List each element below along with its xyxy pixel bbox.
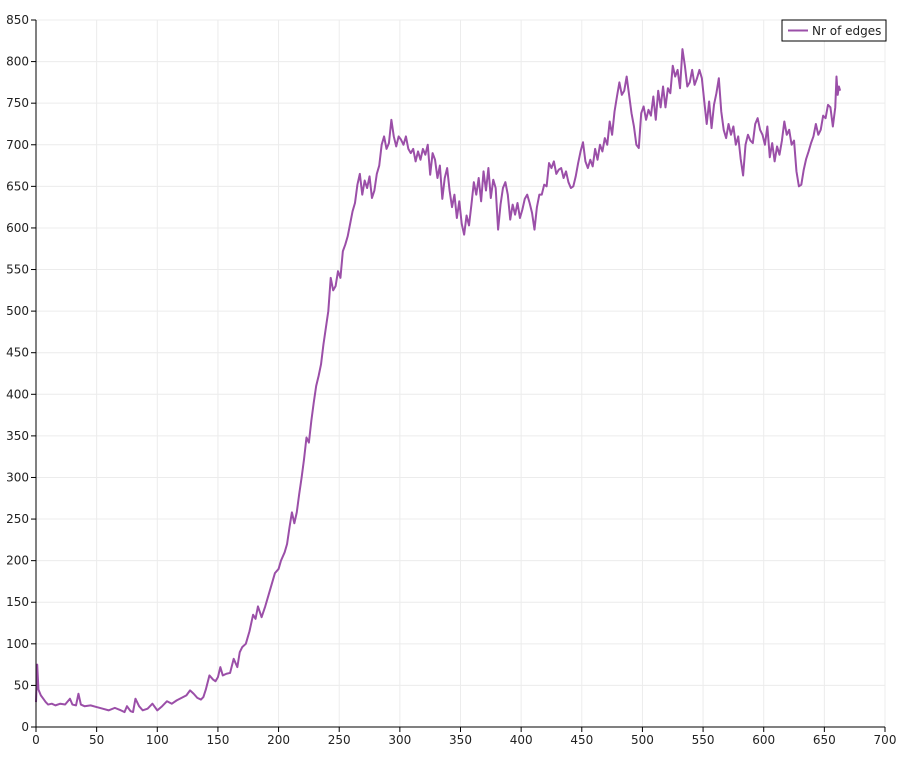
y-tick-label: 100 (6, 637, 29, 651)
y-tick-label: 150 (6, 595, 29, 609)
x-tick-label: 700 (874, 733, 897, 747)
axes: 0 50 100 150 200 250 300 350 400 450 500 550 600 650 7… (6, 13, 896, 747)
x-tick-label: 200 (267, 733, 290, 747)
y-tick-label: 650 (6, 179, 29, 193)
x-tick-label: 600 (752, 733, 775, 747)
y-tick-label: 50 (14, 678, 29, 692)
x-tick-label: 100 (146, 733, 169, 747)
y-tick-label: 300 (6, 470, 29, 484)
y-tick-label: 200 (6, 554, 29, 568)
x-tick-label: 550 (692, 733, 715, 747)
x-tick-label: 0 (32, 733, 40, 747)
y-tick-label: 0 (21, 720, 29, 734)
x-tick-label: 150 (206, 733, 229, 747)
y-tick-label: 600 (6, 221, 29, 235)
y-tick-label: 400 (6, 387, 29, 401)
x-tick-label: 350 (449, 733, 472, 747)
y-tick-label: 800 (6, 55, 29, 69)
x-tick-label: 400 (510, 733, 533, 747)
grid (35, 19, 886, 728)
y-tick-label: 750 (6, 96, 29, 110)
legend-label: Nr of edges (812, 24, 881, 38)
x-tick-label: 300 (388, 733, 411, 747)
y-tick-label: 550 (6, 263, 29, 277)
x-tick-label: 500 (631, 733, 654, 747)
y-tick-label: 850 (6, 13, 29, 27)
series-layer (35, 48, 842, 714)
x-tick-label: 50 (89, 733, 104, 747)
y-tick-label: 250 (6, 512, 29, 526)
x-tick-label: 250 (328, 733, 351, 747)
series-line-0 (35, 48, 842, 714)
legend: Nr of edges (781, 19, 887, 42)
legend-box (781, 19, 887, 42)
y-tick-label: 700 (6, 138, 29, 152)
y-tick-label: 500 (6, 304, 29, 318)
x-tick-label: 650 (813, 733, 836, 747)
y-tick-label: 450 (6, 346, 29, 360)
y-tick-label: 350 (6, 429, 29, 443)
x-tick-label: 450 (570, 733, 593, 747)
